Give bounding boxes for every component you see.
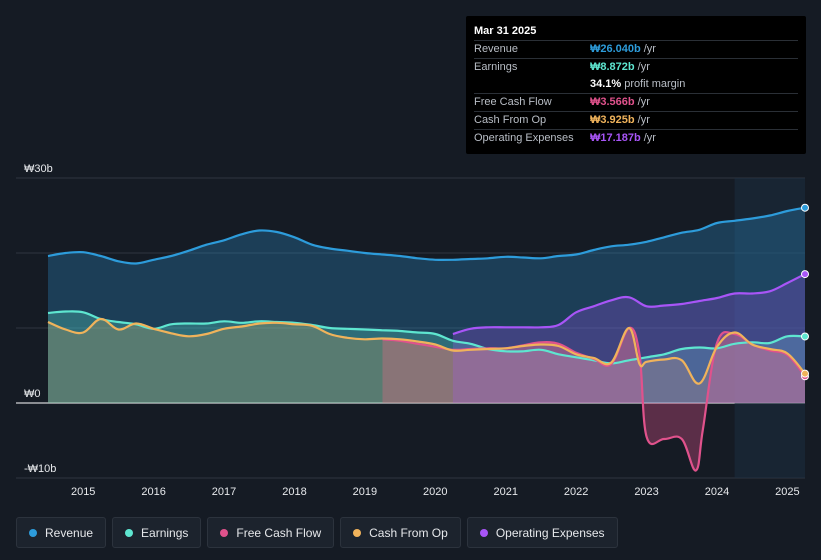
legend-label: Cash From Op [369,525,448,540]
series-endpoints [801,203,809,381]
tooltip-value: ₩3.925b [590,114,635,126]
legend-label: Operating Expenses [495,525,605,540]
endpoint-revenue [801,203,809,212]
y-axis-labels: ₩30b ₩0 -₩10b [24,163,56,475]
series-areas [48,207,805,471]
financial-history-chart: ₩30b ₩0 -₩10b 2015 2016 2017 2018 2019 2020 2021… [16,163,809,498]
tooltip-label: Revenue [474,43,519,55]
tooltip-value: ₩3.566b [590,96,635,108]
legend-item-revenue[interactable]: Revenue [16,517,107,548]
forecast-highlight-band [734,178,805,478]
tooltip-row-operating-expenses: Operating Expenses ₩17.187b /yr [474,129,798,147]
line-operating-expenses [452,273,806,336]
legend-item-operating-expenses[interactable]: Operating Expenses [466,517,618,548]
legend-item-earnings[interactable]: Earnings [112,517,202,548]
tooltip-value: ₩26.040b [590,43,641,55]
chart-legend: Revenue Earnings Free Cash Flow Cash Fro… [16,517,618,548]
line-earnings [47,310,806,365]
legend-dot-icon [125,528,134,537]
tooltip-label: Earnings [474,61,518,73]
x-tick-label: 2018 [282,486,306,498]
y-tick-label: ₩0 [24,388,41,400]
legend-dot-icon [479,528,488,537]
endpoint-operating-expenses [801,270,809,279]
line-revenue [47,206,806,265]
data-tooltip: Mar 31 2025 Revenue ₩26.040b /yr Earning… [466,16,806,154]
x-tick-label: 2023 [634,486,658,498]
y-tick-label: ₩30b [24,163,53,175]
legend-label: Earnings [141,525,189,540]
tooltip-date: Mar 31 2025 [474,25,537,37]
area-earnings [48,311,805,403]
legend-dot-icon [29,528,37,537]
series-lines [47,206,806,472]
tooltip-value: ₩17.187b [590,132,641,144]
tooltip-unit: /yr [637,61,650,73]
tooltip-row-revenue: Revenue ₩26.040b /yr [474,40,798,58]
legend-item-cash-from-op[interactable]: Cash From Op [340,517,461,548]
tooltip-row-free-cash-flow: Free Cash Flow ₩3.566b /yr [474,93,798,111]
tooltip-row-earnings: Earnings ₩8.872b /yr [474,58,798,76]
legend-item-free-cash-flow[interactable]: Free Cash Flow [207,517,335,548]
tooltip-value: ₩8.872b [590,61,635,73]
tooltip-row-cash-from-op: Cash From Op ₩3.925b /yr [474,111,798,129]
x-tick-label: 2021 [493,486,517,498]
legend-dot-icon [220,528,229,537]
tooltip-row-profit-margin: 34.1% profit margin [474,76,798,93]
legend-dot-icon [353,528,362,537]
tooltip-unit: /yr [643,132,656,144]
area-free-cash-flow [382,327,805,471]
legend-label: Free Cash Flow [236,525,322,540]
y-tick-label: -₩10b [24,463,56,475]
tooltip-label: Operating Expenses [474,132,574,144]
line-cash-from-op [47,317,806,385]
tooltip-unit: profit margin [624,78,686,90]
x-tick-label: 2016 [141,486,165,498]
tooltip-label: Free Cash Flow [474,96,552,108]
x-tick-label: 2015 [71,486,95,498]
tooltip-label [474,76,590,93]
x-tick-label: 2025 [775,486,799,498]
x-axis-labels: 2015 2016 2017 2018 2019 2020 2021 2022 2023 2024… [71,486,800,498]
tooltip-unit: /yr [637,96,650,108]
endpoint-cash-from-op [801,369,809,378]
x-tick-label: 2024 [705,486,729,498]
legend-label: Revenue [45,525,94,540]
x-tick-label: 2022 [564,486,588,498]
area-operating-expenses [452,274,805,403]
tooltip-label: Cash From Op [474,114,547,126]
tooltip-unit: /yr [637,114,650,126]
area-cash-from-op [48,318,805,403]
tooltip-value: 34.1% [590,78,622,90]
tooltip-unit: /yr [643,43,656,55]
x-tick-label: 2019 [353,486,377,498]
x-tick-label: 2020 [423,486,447,498]
endpoint-earnings [801,332,809,341]
x-tick-label: 2017 [212,486,236,498]
